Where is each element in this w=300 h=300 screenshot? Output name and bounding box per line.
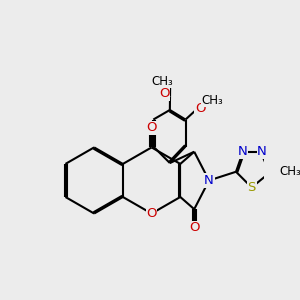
Text: O: O [159,87,169,100]
Text: N: N [238,145,248,158]
Text: O: O [146,207,157,220]
Text: O: O [146,121,157,134]
Text: O: O [189,221,200,235]
Text: O: O [195,102,206,115]
Text: S: S [248,181,256,194]
Text: N: N [204,174,214,187]
Text: CH₃: CH₃ [279,165,300,178]
Text: CH₃: CH₃ [151,75,173,88]
Text: N: N [257,145,267,158]
Text: CH₃: CH₃ [202,94,223,107]
